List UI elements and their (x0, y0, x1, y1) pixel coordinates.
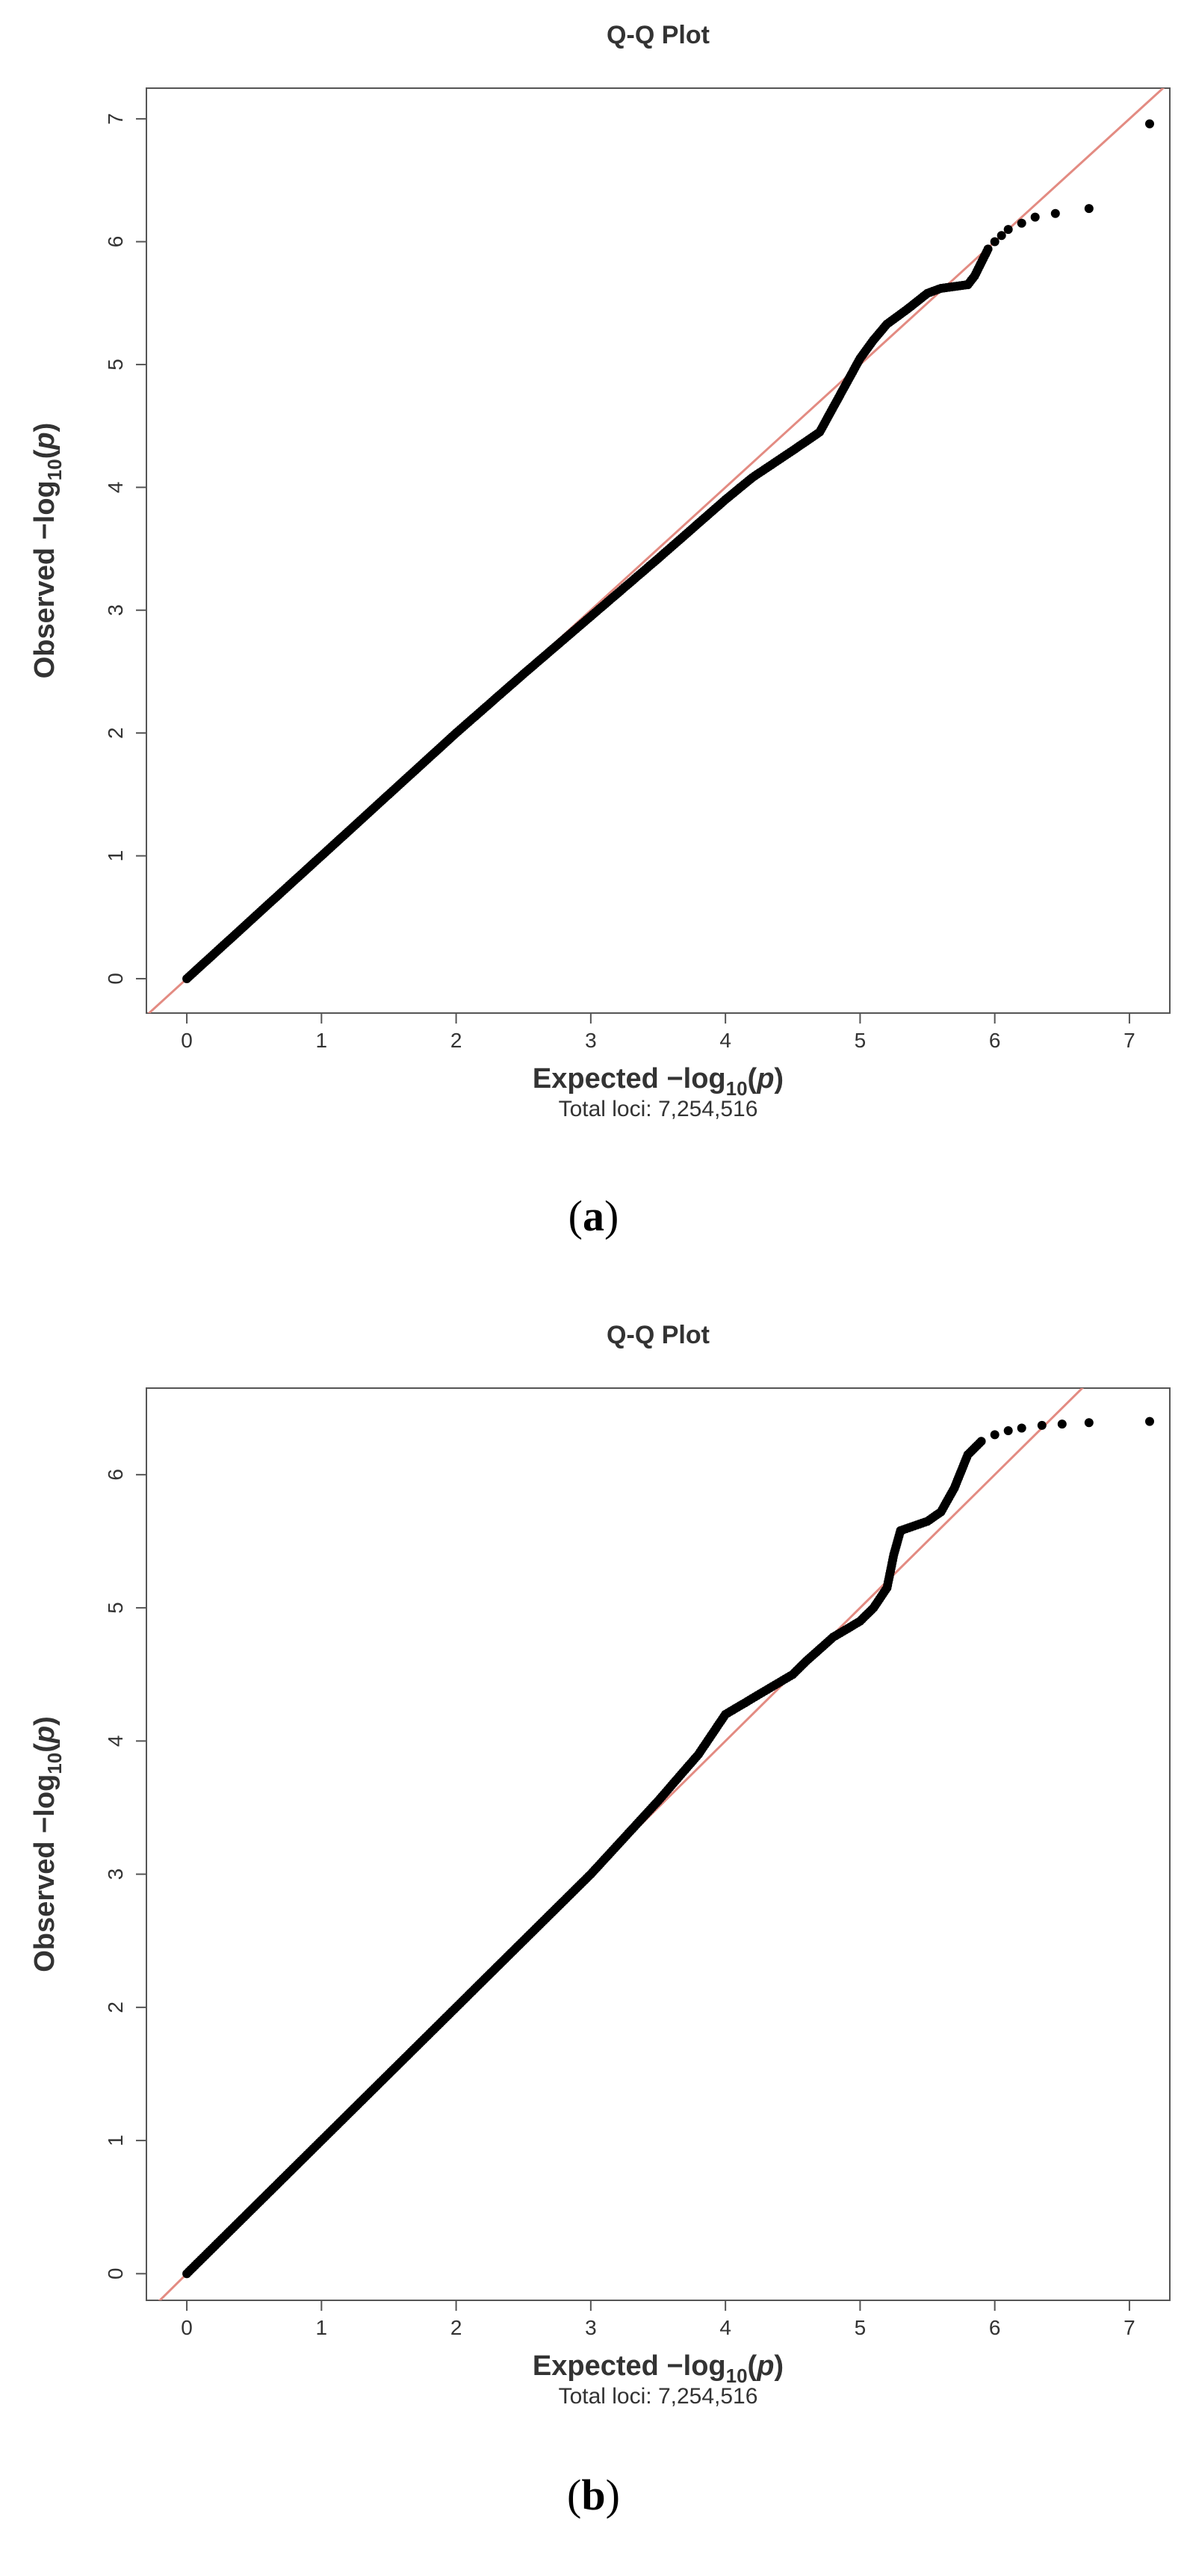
x-tick-label-7: 7 (1124, 2316, 1135, 2339)
x-tick-label-1: 1 (316, 2316, 328, 2339)
x-tick-label-6: 6 (989, 2316, 1001, 2339)
total-loci-footnote: Total loci: 7,254,516 (559, 1097, 758, 1121)
data-point (1003, 225, 1013, 235)
data-point (1084, 204, 1094, 214)
x-tick-label-0: 0 (181, 2316, 193, 2339)
x-tick-label-1: 1 (316, 1029, 328, 1052)
data-point (997, 231, 1006, 241)
x-tick-label-0: 0 (181, 1029, 193, 1052)
data-point (976, 1437, 986, 1446)
y-axis: 0 1 2 3 4 5 6 (104, 1469, 146, 2279)
panel-a: Q-Q Plot 0 1 2 3 4 5 6 7 0 1 2 3 4 5 6 7 Expected −log10(… (29, 21, 1171, 1240)
data-point (990, 237, 1000, 247)
x-axis: 0 1 2 3 4 5 6 7 (181, 2300, 1135, 2339)
y-tick-label-4: 4 (104, 1736, 127, 1747)
y-tick-label-5: 5 (104, 359, 127, 371)
data-points (182, 119, 1154, 983)
total-loci-footnote: Total loci: 7,254,516 (559, 2384, 758, 2409)
data-point (983, 244, 993, 254)
plot-frame (146, 87, 1171, 1014)
y-tick-label-0: 0 (104, 973, 127, 985)
panel-b: Q-Q Plot 0 1 2 3 4 5 6 7 0 1 2 3 4 5 6 Expected −log10(p… (0, 1288, 1187, 2576)
y-tick-label-1: 1 (104, 850, 127, 862)
data-point (1017, 218, 1026, 228)
x-tick-label-5: 5 (855, 2316, 867, 2339)
data-points (182, 1417, 1154, 2279)
qq-plot-b: Q-Q Plot 0 1 2 3 4 5 6 7 0 1 2 3 4 5 6 Expected −log10(p… (29, 1321, 1171, 2409)
y-tick-label-2: 2 (104, 727, 127, 739)
y-tick-label-2: 2 (104, 2001, 127, 2013)
y-tick-label-7: 7 (104, 113, 127, 125)
y-tick-label-6: 6 (104, 236, 127, 248)
data-point (1030, 212, 1040, 222)
x-tick-label-6: 6 (989, 1029, 1001, 1052)
data-point (1017, 1423, 1026, 1433)
data-point (1003, 1426, 1013, 1435)
chart-title: Q-Q Plot (607, 1321, 710, 1349)
y-tick-label-0: 0 (104, 2268, 127, 2280)
chart-title: Q-Q Plot (607, 21, 710, 49)
data-point (1057, 1419, 1067, 1429)
data-point (1145, 1417, 1154, 1426)
y-tick-label-4: 4 (104, 482, 127, 494)
data-point (1050, 208, 1060, 218)
x-tick-label-3: 3 (585, 2316, 597, 2339)
plot-frame (146, 1387, 1171, 2301)
x-tick-label-7: 7 (1124, 1029, 1135, 1052)
y-tick-label-5: 5 (104, 1602, 127, 1614)
x-axis-label: Expected −log10(p) (533, 1063, 784, 1100)
data-point (990, 1430, 1000, 1440)
y-tick-label-6: 6 (104, 1469, 127, 1481)
y-axis-label: Observed −log10(p) (29, 1716, 66, 1972)
data-point (1145, 119, 1154, 129)
y-axis-label: Observed −log10(p) (29, 423, 66, 679)
x-axis-label: Expected −log10(p) (533, 2350, 784, 2387)
caption-b: (b) (567, 2471, 620, 2519)
x-tick-label-2: 2 (450, 2316, 462, 2339)
data-point (1084, 1418, 1094, 1428)
data-point (1037, 1420, 1047, 1430)
x-tick-label-4: 4 (719, 2316, 731, 2339)
x-tick-label-3: 3 (585, 1029, 597, 1052)
x-tick-label-2: 2 (450, 1029, 462, 1052)
y-axis: 0 1 2 3 4 5 6 7 (104, 113, 146, 985)
x-tick-label-5: 5 (855, 1029, 867, 1052)
y-tick-label-3: 3 (104, 604, 127, 616)
y-tick-label-1: 1 (104, 2134, 127, 2146)
x-tick-label-4: 4 (719, 1029, 731, 1052)
caption-a: (a) (568, 1192, 619, 1240)
qq-plot-a: Q-Q Plot 0 1 2 3 4 5 6 7 0 1 2 3 4 5 6 7 Expected −log10(… (29, 21, 1171, 1121)
y-tick-label-3: 3 (104, 1868, 127, 1880)
x-axis: 0 1 2 3 4 5 6 7 (181, 1013, 1135, 1052)
